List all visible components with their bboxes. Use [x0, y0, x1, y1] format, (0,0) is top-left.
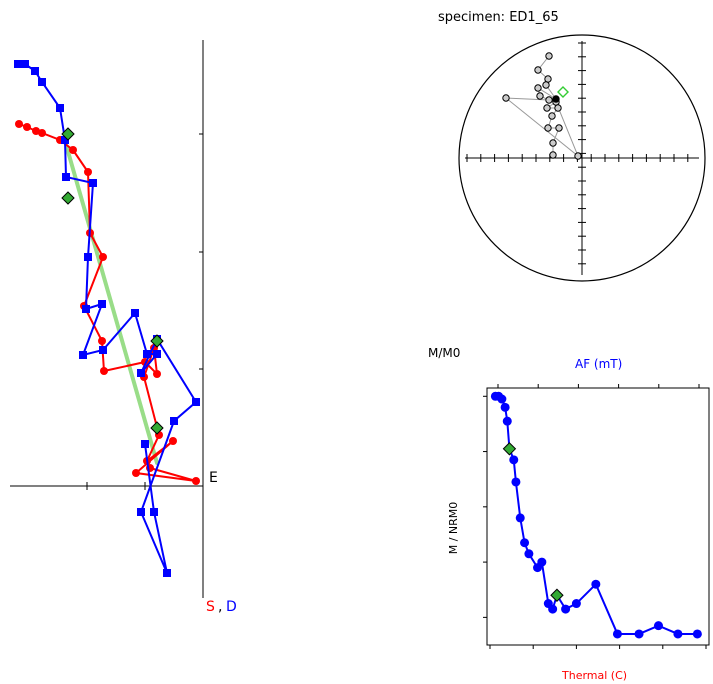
zij-vertical-point [99, 346, 107, 354]
equal-area-point [545, 52, 553, 60]
zij-south-label: S [206, 599, 215, 615]
equal-area-point [554, 104, 562, 112]
zij-vertical-point [56, 104, 64, 112]
zij-vertical-point [170, 417, 178, 425]
demag-point [591, 579, 601, 589]
equal-area-primitive-circle [458, 34, 706, 282]
equal-area-point [574, 152, 582, 160]
zij-horizontal-point [132, 469, 140, 477]
zij-horizontal-point [192, 477, 200, 485]
demag-point [502, 416, 512, 426]
zij-fit-marker [150, 421, 164, 435]
zij-vertical-point [137, 508, 145, 516]
demag-y-axis-label: M / NRM0 [447, 502, 460, 555]
equal-area-plot: specimen: ED1_65 [438, 10, 706, 282]
demag-point [561, 604, 571, 614]
demag-point [673, 629, 683, 639]
zij-horizontal-point [100, 367, 108, 375]
zij-vertical-point [84, 253, 92, 261]
zij-horizontal-point [99, 253, 107, 261]
demag-fit-marker [502, 442, 517, 456]
zij-fit-marker [61, 127, 75, 141]
demag-point [520, 538, 530, 548]
demag-point [511, 477, 521, 487]
zij-vertical-point [61, 136, 69, 144]
demag-title: M/M0 [428, 346, 460, 360]
equal-area-point [555, 124, 563, 132]
demag-bottom-axis-label: Thermal (C) [561, 669, 627, 682]
zij-horizontal-point [69, 146, 77, 154]
zij-fit-marker [150, 334, 164, 348]
zij-vertical-point [82, 305, 90, 313]
demag-point [612, 629, 622, 639]
equal-area-point [534, 84, 542, 92]
zij-vertical-point [14, 60, 22, 68]
zij-horizontal-line [18, 123, 197, 482]
zij-vertical-point [163, 569, 171, 577]
zij-vertical-point [141, 440, 149, 448]
demag-point [509, 455, 519, 465]
equal-area-point [545, 96, 553, 104]
equal-area-point [536, 92, 544, 100]
zij-vertical-point [31, 67, 39, 75]
equal-area-point-filled [552, 95, 560, 103]
demag-point [548, 604, 558, 614]
equal-area-point [549, 151, 557, 159]
zij-vertical-point [131, 309, 139, 317]
demag-point [692, 629, 702, 639]
equal-area-point [544, 124, 552, 132]
demag-point [515, 513, 525, 523]
equal-area-point [543, 104, 551, 112]
zij-vertical-point [89, 179, 97, 187]
zij-vertical-point [21, 60, 29, 68]
demag-point [537, 557, 547, 567]
zij-horizontal-point [23, 123, 31, 131]
demag-line [495, 395, 698, 635]
demag-plot-frame [486, 387, 710, 646]
zij-horizontal-point [98, 337, 106, 345]
zij-vertical-point [153, 350, 161, 358]
zij-vertical-point [62, 173, 70, 181]
zij-horizontal-point [38, 129, 46, 137]
demag-point [524, 549, 534, 559]
equal-area-fit-marker [557, 86, 569, 98]
equal-area-title: specimen: ED1_65 [438, 10, 559, 25]
demag-top-axis-label: AF (mT) [575, 357, 622, 371]
zijderveld-plot: E S , D [10, 40, 237, 615]
zij-vertical-point [137, 369, 145, 377]
zij-horizontal-point [153, 370, 161, 378]
zij-vertical-point [98, 300, 106, 308]
equal-area-point [549, 139, 557, 147]
zij-vertical-line [18, 63, 198, 574]
equal-area-point [548, 112, 556, 120]
demag-point [653, 621, 663, 631]
zij-vertical-point [79, 351, 87, 359]
zij-vertical-point [38, 78, 46, 86]
demagnetization-plot: M/M0 AF (mT) Thermal (C) M / NRM0 [428, 346, 710, 682]
zij-vertical-point [150, 508, 158, 516]
zij-vertical-point [143, 350, 151, 358]
demag-point [634, 629, 644, 639]
zij-fit-line [63, 139, 159, 465]
equal-area-point [502, 94, 510, 102]
demag-point [571, 599, 581, 609]
zij-vertical-point [192, 398, 200, 406]
demag-point [497, 394, 507, 404]
zij-axis-sep: , [218, 599, 222, 615]
equal-area-path [504, 55, 580, 158]
zij-horizontal-point [84, 168, 92, 176]
zij-horizontal-point [15, 120, 23, 128]
demag-point [500, 402, 510, 412]
zij-fit-marker [61, 191, 75, 205]
zij-down-label: D [226, 599, 237, 615]
equal-area-point [542, 81, 550, 89]
demag-fit-marker [550, 588, 564, 602]
zij-horizontal-point [169, 437, 177, 445]
equal-area-point [544, 75, 552, 83]
zij-east-label: E [209, 470, 218, 486]
equal-area-point [534, 66, 542, 74]
